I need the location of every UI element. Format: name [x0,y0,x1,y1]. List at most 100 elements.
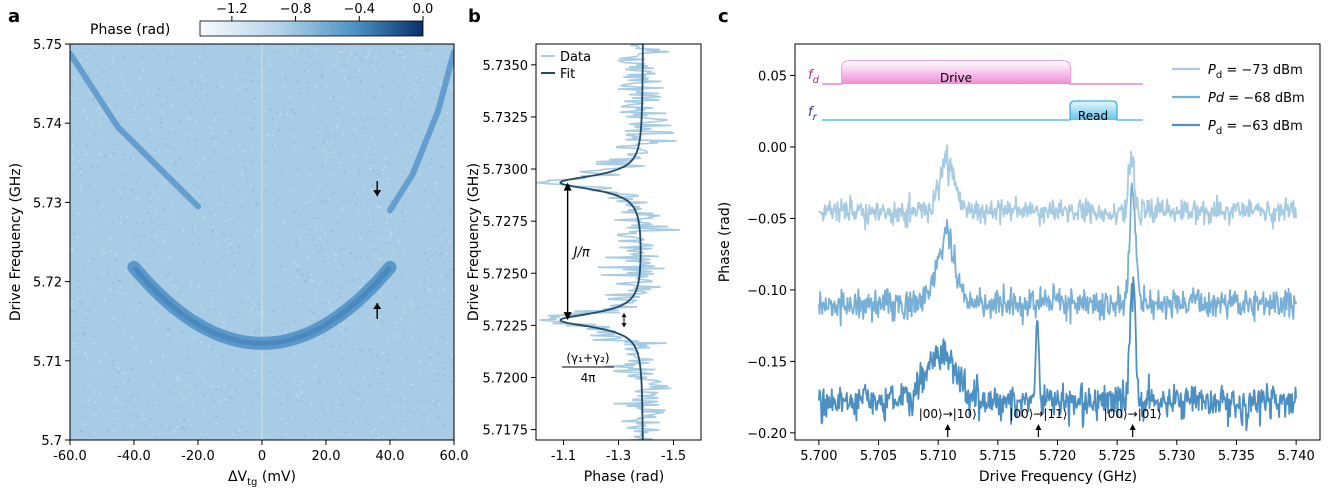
heatmap-pixel [241,307,244,310]
heatmap-pixel [124,372,127,375]
heatmap-pixel [374,263,377,266]
heatmap-pixel [445,241,448,244]
heatmap-pixel [182,396,184,399]
heatmap-pixel [110,257,113,260]
heatmap-pixel [326,142,329,144]
heatmap-pixel [296,80,299,83]
heatmap-pixel [312,107,315,110]
heatmap-pixel [429,317,432,319]
heatmap-pixel [307,70,309,73]
heatmap-pixel [349,97,352,100]
heatmap-pixel [223,399,226,401]
heatmap-pixel [223,417,226,420]
heatmap-pixel [131,335,134,338]
y-tick-label: 5.7250 [483,267,529,282]
heatmap-pixel [332,345,335,348]
y-tick-label: −0.05 [747,212,787,227]
heatmap-pixel [379,315,381,318]
heatmap-pixel [353,342,356,345]
heatmap-pixel [199,74,202,77]
heatmap-pixel [450,398,453,401]
heatmap-pixel [417,62,420,65]
heatmap-pixel [134,106,136,109]
heatmap-pixel [355,58,358,61]
heatmap-pixel [94,330,97,333]
heatmap-pixel [373,255,376,258]
heatmap-pixel [366,423,369,425]
heatmap-pixel [232,368,235,371]
heatmap-pixel [440,136,443,139]
heatmap-pixel [321,76,324,79]
heatmap-pixel [374,291,377,294]
heatmap-pixel [345,359,348,362]
heatmap-pixel [112,152,115,155]
heatmap-pixel [418,285,420,288]
panel-c-ylabel: Phase (rad) [717,202,733,282]
heatmap-pixel [275,206,278,209]
heatmap-pixel [216,86,219,89]
heatmap-pixel [198,196,201,199]
heatmap-pixel [163,143,166,146]
heatmap-pixel [99,392,101,395]
heatmap-pixel [126,268,129,271]
heatmap-pixel [384,418,387,420]
heatmap-pixel [363,113,366,116]
heatmap-pixel [202,177,205,180]
heatmap-pixel [84,352,87,354]
heatmap-pixel [252,189,255,192]
heatmap-pixel [390,233,393,235]
heatmap-pixel [159,121,162,124]
heatmap-pixel [128,91,131,94]
heatmap-pixel [375,205,378,208]
heatmap-pixel [335,254,338,257]
heatmap-pixel [316,216,319,219]
series-1 [818,182,1297,327]
heatmap-pixel [437,292,440,295]
heatmap-pixel [185,356,188,359]
heatmap-pixel [431,369,434,372]
heatmap-pixel [390,231,393,234]
heatmap-pixel [245,57,248,60]
heatmap-pixel [244,250,247,253]
heatmap-pixel [247,207,250,210]
heatmap-pixel [338,379,341,382]
heatmap-pixel [179,162,182,165]
heatmap-pixel [322,149,325,151]
heatmap-pixel [282,73,284,76]
heatmap-pixel [88,185,91,188]
heatmap-pixel [423,309,426,312]
heatmap-pixel [437,223,440,226]
heatmap-pixel [408,92,411,95]
heatmap-pixel [335,385,338,388]
heatmap-pixel [250,403,253,406]
heatmap-pixel [222,255,225,257]
heatmap-pixel [220,159,223,162]
heatmap-pixel [384,157,387,160]
heatmap-pixel [150,238,153,241]
heatmap-pixel [202,310,205,313]
heatmap-pixel [262,314,265,317]
legend-label-data: Data [560,50,591,65]
heatmap-pixel [284,77,287,80]
heatmap-pixel [390,215,393,218]
heatmap-pixel [271,134,274,137]
heatmap-pixel [342,133,344,136]
heatmap-pixel [382,351,384,354]
series-2 [818,276,1297,432]
heatmap-pixel [339,296,342,298]
heatmap-pixel [319,412,321,415]
heatmap-pixel [446,112,449,115]
y-tick-label: 5.72 [33,276,62,291]
heatmap-pixel [202,215,205,218]
heatmap-pixel [320,200,323,203]
heatmap-pixel [179,331,182,334]
heatmap-pixel [292,190,295,193]
heatmap-pixel [111,364,114,366]
heatmap-pixel [137,166,140,169]
heatmap-pixel [300,146,303,149]
heatmap-pixel [125,215,128,218]
heatmap-pixel [363,93,366,96]
heatmap-pixel [379,49,381,52]
heatmap-pixel [451,365,454,368]
x-tick-label: 40.0 [376,449,405,464]
